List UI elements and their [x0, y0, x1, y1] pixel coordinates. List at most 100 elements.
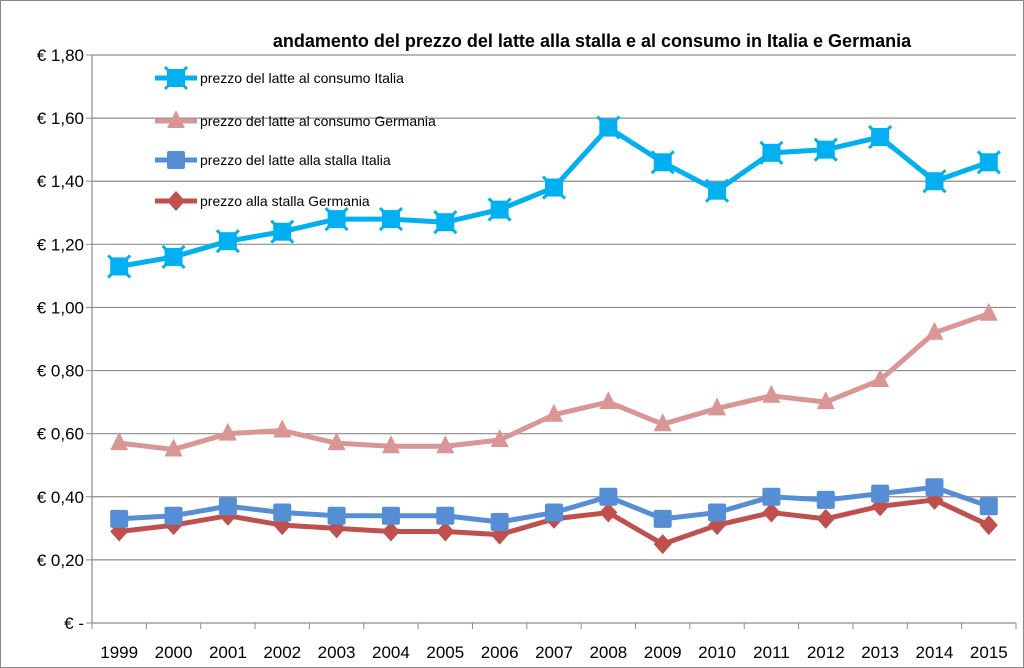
star-square-marker: [107, 254, 132, 279]
x-tick-label: 2011: [753, 643, 790, 662]
square-marker: [436, 506, 455, 525]
marker-cross: [868, 124, 893, 150]
triangle-marker: [110, 432, 129, 451]
triangle-marker: [490, 428, 509, 447]
triangle-marker: [381, 435, 400, 454]
star-square-marker: [163, 65, 189, 91]
x-tick-label: 2007: [535, 643, 573, 662]
square-marker: [545, 503, 563, 522]
x-tick-label: 2013: [861, 643, 899, 662]
marker-cross: [541, 175, 567, 200]
square-marker: [110, 509, 129, 528]
star-square-marker: [596, 115, 621, 140]
y-tick-label: € 0,20: [37, 551, 84, 570]
star-square-marker: [759, 140, 784, 165]
square-marker: [599, 487, 618, 506]
square-marker: [218, 497, 237, 516]
square-marker: [925, 478, 944, 497]
marker-cross: [378, 207, 404, 232]
x-tick-label: 2004: [372, 643, 410, 662]
y-tick-label: € 1,00: [37, 298, 84, 317]
square-marker: [708, 503, 727, 522]
x-tick-label: 2005: [426, 643, 464, 662]
series-0: [107, 115, 1001, 279]
square-marker: [167, 151, 185, 169]
star-square-marker: [976, 150, 1001, 175]
marker-cross: [215, 229, 240, 254]
y-tick-label: € 0,40: [37, 488, 84, 507]
marker-cross: [596, 115, 621, 140]
marker-cross: [976, 150, 1001, 175]
x-tick-label: 2009: [644, 643, 682, 662]
square-marker: [653, 509, 672, 528]
triangle-marker: [979, 302, 998, 321]
marker-cross: [487, 197, 512, 222]
triangle-marker: [167, 110, 185, 128]
x-tick-label: 2008: [589, 643, 627, 662]
x-tick-label: 2001: [209, 643, 247, 662]
legend-label: prezzo del latte alla stalla Italia: [200, 152, 391, 168]
marker-cross: [650, 150, 675, 175]
chart-title: andamento del prezzo del latte alla stal…: [273, 31, 912, 51]
triangle-marker: [545, 403, 563, 422]
star-square-marker: [215, 229, 240, 254]
x-tick-label: 2002: [263, 643, 301, 662]
star-square-marker: [541, 175, 567, 200]
square-marker: [273, 503, 292, 522]
series-1: [110, 302, 998, 457]
legend-item: prezzo alla stalla Germania: [155, 191, 370, 211]
star-square-marker: [650, 150, 675, 175]
marker-cross: [163, 65, 189, 91]
square-marker: [871, 484, 890, 503]
x-tick-label: 2014: [916, 643, 954, 662]
x-tick-label: 1999: [100, 643, 138, 662]
marker-cross: [759, 140, 784, 165]
diamond-marker: [979, 515, 998, 536]
square-marker: [816, 490, 835, 509]
star-square-marker: [704, 178, 730, 203]
diamond-marker: [167, 191, 185, 211]
triangle-marker: [762, 384, 781, 403]
legend-item: prezzo del latte al consumo Italia: [155, 65, 404, 91]
x-tick-label: 2010: [698, 643, 736, 662]
triangle-marker: [871, 369, 890, 388]
legend-label: prezzo del latte al consumo Germania: [200, 113, 436, 129]
star-square-marker: [868, 124, 893, 150]
y-tick-label: € 0,80: [37, 362, 84, 381]
star-square-marker: [324, 207, 349, 232]
marker-cross: [270, 219, 295, 244]
x-tick-label: 2015: [970, 643, 1008, 662]
triangle-marker: [925, 321, 944, 340]
triangle-marker: [273, 419, 292, 438]
legend-label: prezzo del latte al consumo Italia: [200, 70, 404, 86]
diamond-marker: [599, 502, 618, 523]
legend-item: prezzo del latte alla stalla Italia: [155, 151, 391, 169]
diamond-marker: [653, 534, 672, 555]
legend-label: prezzo alla stalla Germania: [200, 193, 370, 209]
y-tick-label: € 1,60: [37, 109, 84, 128]
square-marker: [164, 506, 183, 525]
star-square-marker: [813, 137, 838, 162]
star-square-marker: [487, 197, 512, 222]
star-square-marker: [433, 210, 458, 235]
star-square-marker: [922, 169, 947, 194]
square-marker: [327, 506, 346, 525]
triangle-marker: [816, 391, 835, 410]
square-marker: [762, 487, 781, 506]
triangle-marker: [708, 397, 727, 416]
diamond-marker: [381, 521, 400, 542]
diamond-marker: [762, 502, 781, 523]
y-tick-label: € 1,40: [37, 172, 84, 191]
marker-cross: [813, 137, 838, 162]
diamond-marker: [816, 508, 835, 529]
triangle-marker: [218, 422, 237, 441]
x-tick-label: 2000: [155, 643, 193, 662]
marker-cross: [324, 207, 349, 232]
star-square-marker: [270, 219, 295, 244]
marker-cross: [922, 169, 947, 194]
y-tick-label: € -: [64, 614, 84, 633]
marker-cross: [107, 254, 132, 279]
marker-cross: [433, 210, 458, 235]
